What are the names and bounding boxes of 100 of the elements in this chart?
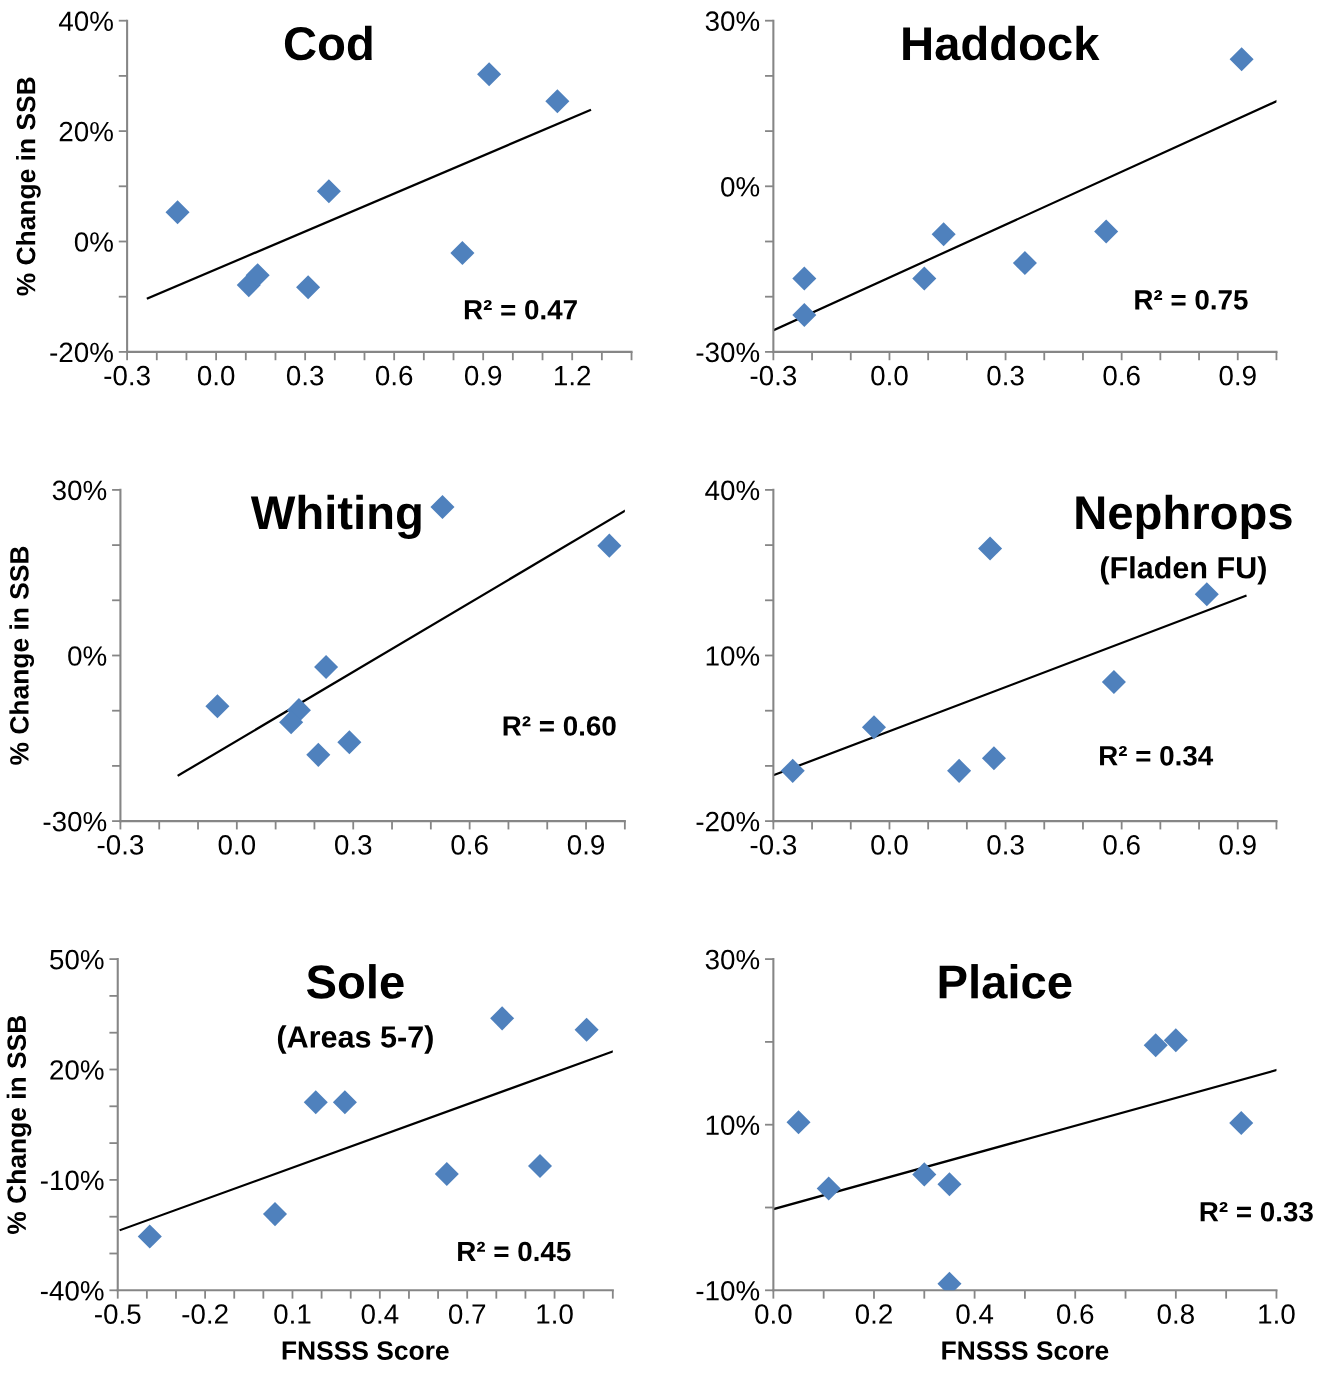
x-tick-label: 0.9 <box>464 365 502 386</box>
point <box>931 222 956 247</box>
point <box>780 758 805 783</box>
x-tick-label: 0.4 <box>361 1304 399 1324</box>
y-tick-label: 0% <box>68 646 107 666</box>
point <box>937 1172 962 1197</box>
y-tick-label: -20% <box>696 811 760 832</box>
point <box>450 241 475 266</box>
point <box>332 1090 357 1115</box>
x-axis-title: FNSSS Score <box>942 1341 1109 1360</box>
x-tick-label: 0.0 <box>218 835 256 855</box>
y-axis-title: % Change in SSB <box>9 546 35 765</box>
point <box>477 62 502 87</box>
y-tick-label: -10% <box>40 1170 104 1191</box>
y-tick-label: 0% <box>721 176 760 197</box>
x-tick-label: 1.0 <box>1259 1304 1295 1324</box>
point <box>947 758 972 783</box>
x-tick-label: -0.2 <box>182 1304 228 1324</box>
y-tick-label: 30% <box>705 11 760 32</box>
point <box>434 1161 459 1187</box>
text: (Fladen FU) <box>1100 556 1266 585</box>
x-tick-label: 0.3 <box>987 365 1024 386</box>
x-tick-label: -0.3 <box>97 835 144 855</box>
y-tick-label: 50% <box>50 949 104 970</box>
x-tick-label: 1.2 <box>555 365 591 386</box>
chart-title: Sole <box>306 964 404 999</box>
point <box>861 715 887 740</box>
y-tick-label: 10% <box>706 646 760 666</box>
x-axis-title: FNSSS Score <box>282 1341 449 1360</box>
x-tick-label: 0.9 <box>1219 365 1256 386</box>
x-tick-label: -0.3 <box>750 365 797 386</box>
point <box>981 746 1006 771</box>
point <box>303 1090 328 1115</box>
point <box>792 266 817 291</box>
x-tick-label: -0.3 <box>750 835 797 855</box>
point <box>527 1153 553 1178</box>
y-tick-label: 20% <box>50 1060 104 1080</box>
text: (Areas 5-7) <box>277 1025 433 1054</box>
annotation: R² = 0.47 <box>464 299 577 320</box>
point <box>792 302 817 327</box>
point <box>1094 219 1119 244</box>
point <box>574 1017 599 1042</box>
y-tick-label: -30% <box>43 811 107 832</box>
point <box>545 89 570 114</box>
point <box>597 533 622 558</box>
point <box>1143 1033 1168 1058</box>
y-tick-label: 20% <box>59 121 113 142</box>
point <box>262 1202 288 1227</box>
x-tick-label: 0.6 <box>1103 835 1140 855</box>
y-tick-label: 30% <box>52 480 107 501</box>
x-tick-label: 0.1 <box>274 1304 311 1324</box>
chart-title: Whiting <box>250 494 421 540</box>
y-tick-label: 40% <box>58 11 113 32</box>
annotation: R² = 0.34 <box>1100 745 1214 766</box>
point <box>337 730 362 755</box>
annotation: R² = 0.75 <box>1135 290 1248 310</box>
point <box>137 1224 162 1249</box>
x-tick-label: 0.0 <box>871 835 908 855</box>
x-tick-label: 0.2 <box>855 1304 892 1324</box>
y-tick-label: 40% <box>705 480 760 501</box>
point <box>316 179 341 204</box>
y-tick-label: 10% <box>706 1115 760 1136</box>
x-tick-label: 0.3 <box>987 835 1024 855</box>
x-tick-label: 0.8 <box>1157 1304 1194 1324</box>
point <box>306 742 331 767</box>
point <box>490 1006 515 1031</box>
chart-title: Plaice <box>939 964 1072 999</box>
point <box>205 694 230 719</box>
annotation: R² = 0.60 <box>503 716 616 736</box>
chart-title: Nephrops <box>1076 494 1292 539</box>
x-tick-label: -0.3 <box>104 365 150 386</box>
chart-title: Haddock <box>903 25 1100 61</box>
point <box>245 263 270 288</box>
x-tick-label: 0.0 <box>755 1304 792 1324</box>
point <box>279 710 304 735</box>
point <box>912 1162 937 1187</box>
point <box>1229 1111 1254 1136</box>
x-tick-label: 0.0 <box>197 365 235 386</box>
x-tick-label: 0.9 <box>567 835 605 855</box>
point <box>165 200 190 225</box>
point <box>430 494 455 520</box>
y-axis-title: % Change in SSB <box>16 77 41 296</box>
y-tick-label: -20% <box>50 342 113 363</box>
annotation: R² = 0.45 <box>458 1241 571 1262</box>
x-tick-label: 0.9 <box>1219 835 1256 855</box>
y-axis-title: % Change in SSB <box>6 1015 32 1235</box>
x-tick-label: -0.5 <box>95 1304 141 1324</box>
x-tick-label: 0.6 <box>375 365 413 386</box>
point <box>1163 1028 1188 1053</box>
point <box>1229 47 1254 72</box>
y-tick-label: -40% <box>40 1280 104 1301</box>
point <box>314 655 339 680</box>
point <box>816 1176 841 1201</box>
point <box>296 275 321 300</box>
annotation: R² = 0.33 <box>1200 1201 1313 1222</box>
y-tick-label: 0% <box>74 232 113 252</box>
point <box>1101 669 1126 695</box>
point <box>1012 251 1037 276</box>
x-tick-label: 1.0 <box>537 1304 573 1324</box>
x-tick-label: 0.6 <box>1103 365 1140 386</box>
